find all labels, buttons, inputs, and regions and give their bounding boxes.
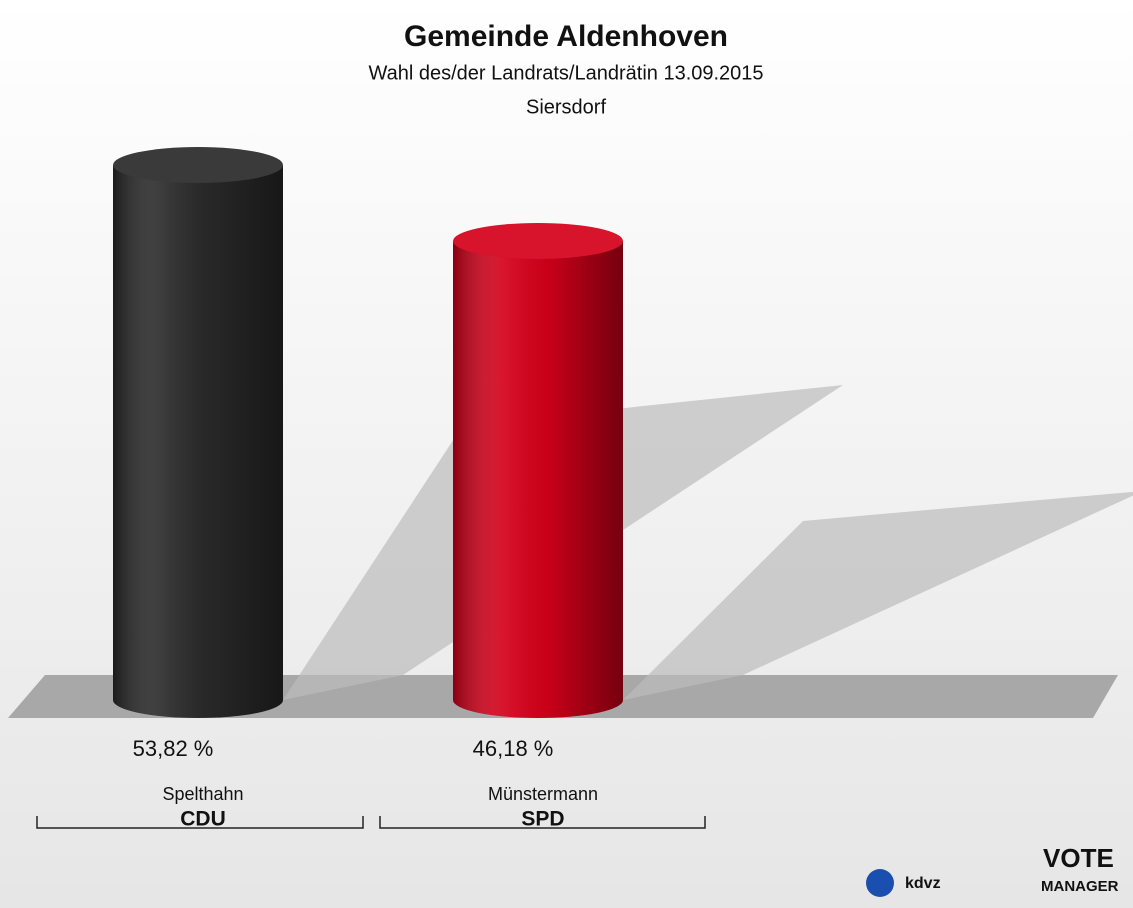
group-label: CDU: [180, 808, 226, 831]
cylinder-shade: [453, 240, 623, 718]
cylinder-top-shade: [453, 222, 623, 259]
group-label: SPD: [521, 808, 564, 831]
chart-title: Gemeinde Aldenhoven: [404, 20, 728, 53]
logo-text: VOTE: [1043, 843, 1114, 873]
logo-text: kdvz: [905, 875, 941, 892]
chart-subtitle: Siersdorf: [526, 96, 606, 118]
cylinder-top: [453, 222, 623, 259]
value-label: 53,82 %: [133, 736, 214, 761]
category-label: Spelthahn: [162, 784, 243, 804]
cylinder-top-shade: [113, 147, 283, 184]
bar-shadow: [623, 491, 1133, 700]
logo-text: MANAGER: [1041, 878, 1119, 895]
bar: [453, 222, 623, 718]
category-label: Münstermann: [488, 784, 598, 804]
cylinder-shade: [113, 165, 283, 719]
logo: kdvz VOTE MANAGER: [866, 843, 1119, 897]
cylinder-top: [113, 147, 283, 184]
group-bracket: [379, 816, 706, 829]
bar: [113, 147, 283, 719]
chart-subtitle: Wahl des/der Landrats/Landrätin 13.09.20…: [368, 62, 763, 84]
value-label: 46,18 %: [473, 736, 554, 761]
group-bracket: [36, 816, 364, 829]
